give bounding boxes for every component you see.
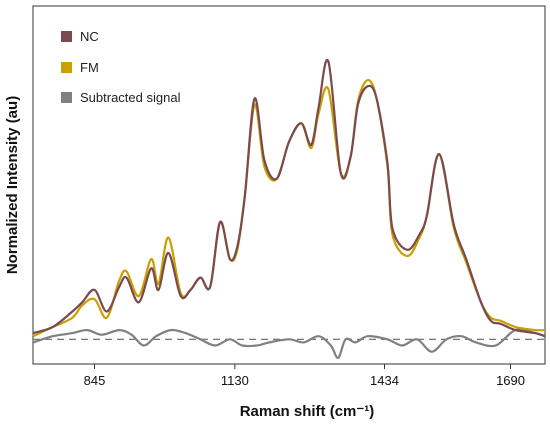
legend-label-nc: NC xyxy=(80,29,99,44)
x-tick-label-1130: 1130 xyxy=(221,373,249,388)
x-tick-label-845: 845 xyxy=(84,373,106,388)
legend-swatch-nc xyxy=(61,31,72,42)
legend-swatch-subtracted xyxy=(61,92,72,103)
x-tick-label-1434: 1434 xyxy=(370,373,399,388)
legend-label-subtracted: Subtracted signal xyxy=(80,90,181,105)
x-axis-title: Raman shift (cm⁻¹) xyxy=(240,403,375,420)
x-tick-label-1690: 1690 xyxy=(496,373,525,388)
x-ticks: 845 1130 1434 1690 xyxy=(84,364,525,388)
y-axis-title: Normalized Intensity (au) xyxy=(4,96,21,274)
series-line-fm xyxy=(32,79,546,338)
legend-swatch-fm xyxy=(61,62,72,73)
legend: NC FM Subtracted signal xyxy=(61,29,181,105)
series-layer xyxy=(32,58,546,359)
series-line-nc xyxy=(32,58,546,338)
plot-frame xyxy=(32,5,546,365)
series-line-subtracted-signal xyxy=(32,328,546,359)
legend-label-fm: FM xyxy=(80,60,99,75)
